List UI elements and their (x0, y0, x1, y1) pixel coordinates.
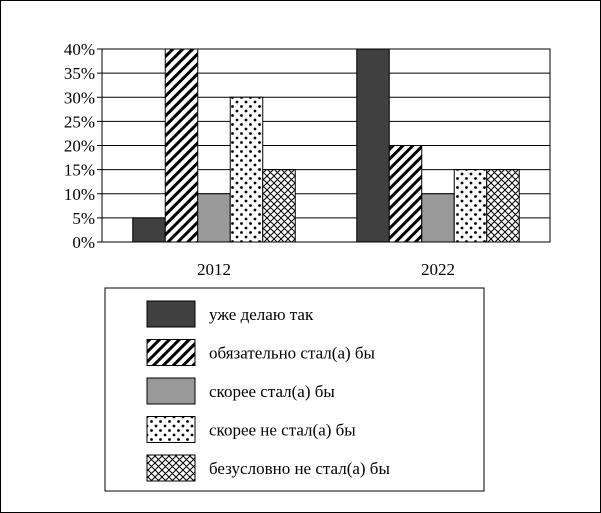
y-tick-label: 20% (64, 137, 95, 156)
legend-swatch (146, 300, 196, 328)
y-tick-label: 5% (72, 209, 95, 228)
y-tick-label: 40% (64, 40, 95, 59)
bar-2022-1 (388, 145, 423, 243)
bar-2012-0 (132, 217, 166, 243)
legend-swatch (146, 339, 196, 366)
bar-2012-2 (197, 193, 231, 243)
legend-label: обязательно стал(а) бы (209, 344, 376, 363)
bar-2022-2 (421, 193, 455, 243)
y-tick-label: 25% (64, 112, 95, 131)
bar-2012-4 (262, 169, 296, 243)
legend-swatch (146, 416, 196, 443)
bars (132, 48, 520, 243)
y-tick-label: 10% (64, 185, 95, 204)
legend-label: уже делаю так (209, 305, 314, 324)
y-tick-label: 0% (72, 233, 95, 252)
bar-2022-0 (356, 48, 390, 243)
y-tick-label: 35% (64, 64, 95, 83)
legend: уже делаю так обязательно стал(а) бы скоре… (104, 287, 485, 492)
y-tick-label: 30% (64, 88, 95, 107)
x-tick-label: 2012 (197, 260, 231, 279)
bar-2022-4 (486, 169, 520, 243)
bar-2012-3 (229, 96, 264, 243)
y-axis: 0% 5% 10% 15% 20% 25% 30% 35% 40% (64, 40, 102, 252)
legend-label: скорее стал(а) бы (209, 382, 335, 401)
legend-label: безусловно не стал(а) бы (209, 459, 390, 478)
bar-2012-1 (164, 48, 199, 243)
legend-swatch (146, 454, 196, 482)
x-tick-label: 2022 (421, 260, 455, 279)
bar-2022-3 (453, 169, 488, 243)
x-axis: 2012 2022 (102, 241, 550, 279)
legend-swatch (146, 377, 196, 405)
y-tick-label: 15% (64, 161, 95, 180)
legend-label: скорее не стал(а) бы (209, 421, 356, 440)
